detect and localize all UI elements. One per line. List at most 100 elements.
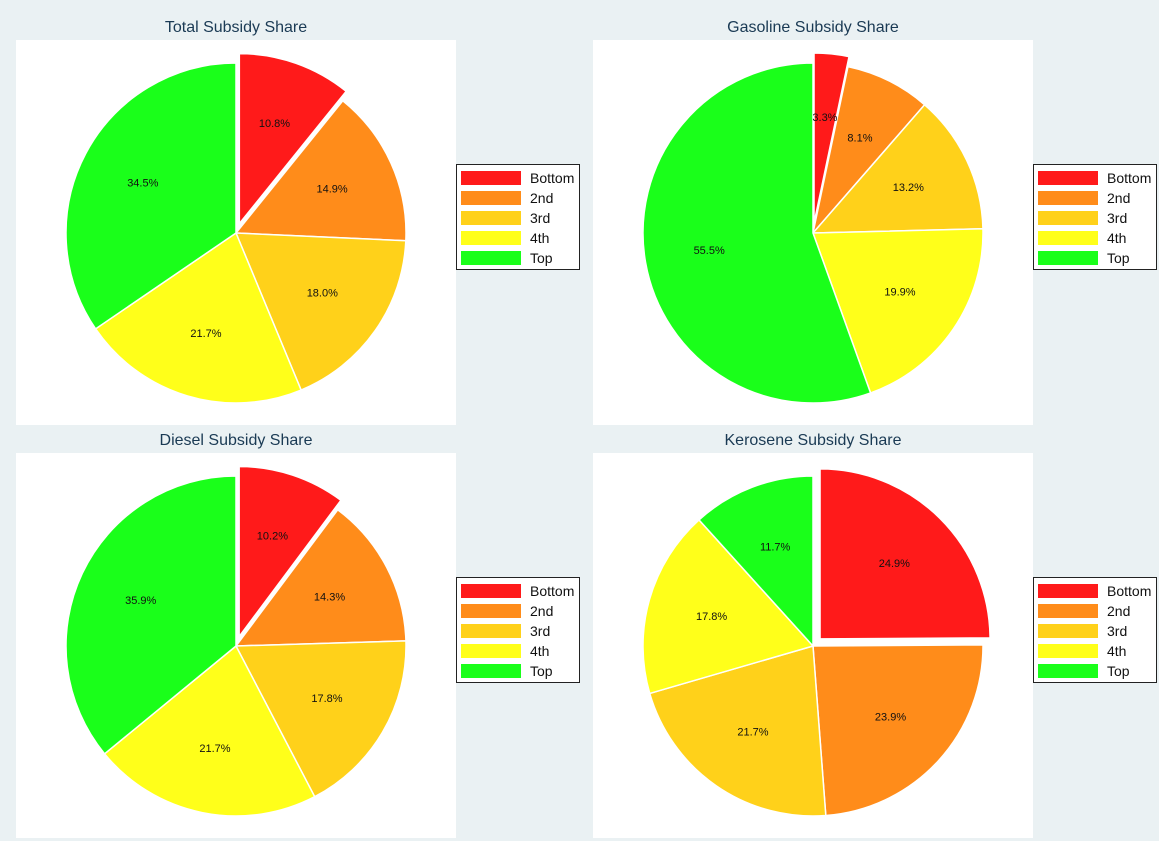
pie-slice-3rd [648,645,827,817]
pie-slice-2nd [812,644,984,817]
slice-value-label: 3.3% [812,112,837,124]
slice-value-label: 55.5% [694,245,725,257]
legend-label: 3rd [530,210,551,226]
legend: Bottom 2nd 3rd 4th Top [1033,577,1157,683]
legend-label: 4th [530,230,550,246]
slice-value-label: 8.1% [847,133,872,145]
pie-slice-3rd [234,232,407,392]
pie-slice-top [65,62,237,330]
legend-item-2nd: 2nd [1038,601,1152,621]
legend-swatch [461,191,521,205]
legend-item-2nd: 2nd [461,188,575,208]
chart-gasoline-subsidy: Gasoline Subsidy Share 3.3% 8.1% 13.2% 19.9… [593,16,1159,428]
slice-value-label: 18.0% [307,287,338,299]
legend-label: 2nd [530,603,554,619]
legend-item-2nd: 2nd [461,601,575,621]
pie-chart: 3.3% 8.1% 13.2% 19.9% 55.5% [642,52,984,404]
legend: Bottom 2nd 3rd 4th Top [1033,164,1157,270]
legend-swatch [1038,604,1098,618]
legend-item-bottom: Bottom [1038,168,1152,188]
pie-slice-top [65,475,237,755]
chart-kerosene-subsidy: Kerosene Subsidy Share 24.9% 23.9% 21.7% 17… [593,429,1159,841]
legend-label: Bottom [1107,170,1152,186]
pie-chart: 24.9% 23.9% 21.7% 17.8% 11.7% [642,468,991,817]
legend-swatch [461,664,521,678]
pie-slice-bottom [238,52,348,226]
pie-slice-3rd [811,103,984,234]
legend-label: Top [1107,250,1130,266]
legend-swatch [1038,171,1098,185]
chart-title: Total Subsidy Share [164,19,308,36]
slice-value-label: 24.9% [879,558,910,570]
legend-label: 2nd [530,190,554,206]
legend-swatch [461,624,521,638]
legend-item-top: Top [461,248,575,268]
legend-label: Bottom [530,170,575,186]
pie-chart: 10.2% 14.3% 17.8% 21.7% 35.9% [65,465,407,817]
legend-item-bottom: Bottom [461,581,575,601]
slice-value-label: 14.9% [317,184,348,196]
legend-label: Top [530,250,553,266]
pie-slice-bottom [813,52,850,224]
legend-item-4th: 4th [461,228,575,248]
legend-swatch [461,644,521,658]
legend-swatch [461,584,521,598]
pie-slice-3rd [234,640,407,798]
chart-diesel-subsidy: Diesel Subsidy Share 10.2% 14.3% 17.8% 21.7… [16,429,592,841]
slice-value-label: 17.8% [696,611,727,623]
legend-item-top: Top [1038,661,1152,681]
slice-value-label: 21.7% [190,328,221,340]
legend-item-4th: 4th [1038,641,1152,661]
legend-label: 4th [1107,643,1127,659]
pie-slice-4th [94,231,303,404]
pie-slice-top [697,475,814,648]
legend-swatch [1038,644,1098,658]
legend-label: 2nd [1107,603,1131,619]
slice-value-label: 14.3% [314,591,345,603]
pie-slice-bottom [238,465,342,639]
chart-title: Gasoline Subsidy Share [727,19,899,36]
legend-item-4th: 4th [1038,228,1152,248]
legend-label: 3rd [530,623,551,639]
slice-value-label: 17.8% [311,693,342,705]
legend-label: 3rd [1107,623,1128,639]
pie-slice-top [642,62,872,404]
legend-label: 2nd [1107,190,1131,206]
slice-value-label: 13.2% [893,182,924,194]
legend-item-3rd: 3rd [1038,621,1152,641]
legend-item-top: Top [1038,248,1152,268]
slice-value-label: 21.7% [737,727,768,739]
legend-label: 4th [1107,230,1127,246]
pie-slice-bottom [819,468,991,640]
legend-label: Bottom [530,583,575,599]
slice-value-label: 34.5% [127,178,158,190]
legend-swatch [1038,191,1098,205]
legend: Bottom 2nd 3rd 4th Top [456,164,580,270]
legend-swatch [461,171,521,185]
legend-swatch [461,251,521,265]
legend-item-3rd: 3rd [461,621,575,641]
legend-label: 4th [530,643,550,659]
pie-slice-2nd [234,508,407,647]
legend-swatch [1038,231,1098,245]
pie-slice-2nd [234,99,407,242]
slice-value-label: 10.8% [259,118,290,130]
slice-value-label: 21.7% [199,743,230,755]
legend-swatch [1038,624,1098,638]
legend-item-3rd: 3rd [461,208,575,228]
slice-value-label: 35.9% [125,595,156,607]
legend-swatch [1038,251,1098,265]
legend-swatch [1038,584,1098,598]
legend-swatch [1038,211,1098,225]
legend-item-bottom: Bottom [461,168,575,188]
pie-chart: 10.8% 14.9% 18.0% 21.7% 34.5% [65,52,407,404]
slice-value-label: 23.9% [875,711,906,723]
chart-title: Kerosene Subsidy Share [724,432,902,449]
legend-item-2nd: 2nd [1038,188,1152,208]
legend-item-3rd: 3rd [1038,208,1152,228]
legend-swatch [1038,664,1098,678]
chart-title: Diesel Subsidy Share [159,432,313,449]
legend-label: Top [1107,663,1130,679]
legend-swatch [461,231,521,245]
legend-label: 3rd [1107,210,1128,226]
